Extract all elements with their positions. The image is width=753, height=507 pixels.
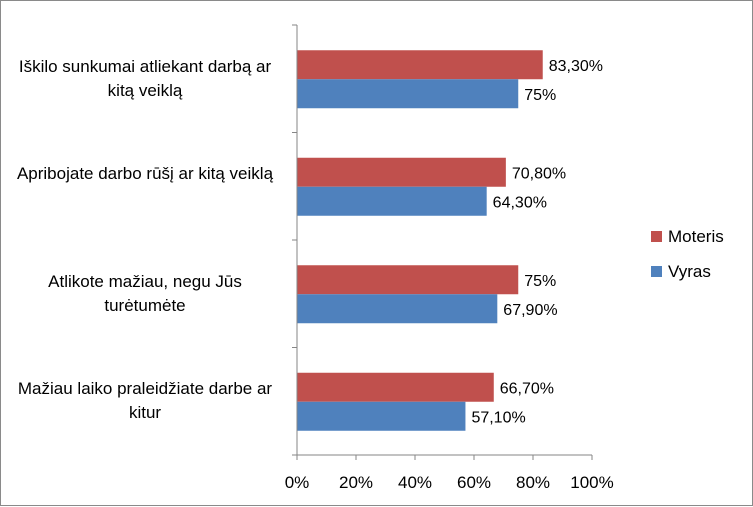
data-label-moteris-2: 75% [524, 273, 556, 290]
category-label: Iškilo sunkumai atliekant darbą ar kitą … [18, 56, 272, 100]
x-tick-label: 100% [570, 473, 613, 492]
legend-swatch-moteris [651, 231, 662, 242]
category-label: Mažiau laiko praleidžiate darbe ar kitur [17, 379, 273, 423]
legend-swatch-vyras [651, 266, 662, 277]
bar-moteris-1 [297, 157, 506, 187]
bar-vyras-2 [297, 294, 498, 324]
x-tick-label: 80% [516, 473, 550, 492]
data-label-vyras-0: 75% [524, 87, 556, 104]
x-tick-label: 20% [339, 473, 373, 492]
bar-vyras-3 [297, 401, 466, 431]
x-tick-label: 40% [398, 473, 432, 492]
data-label-moteris-1: 70,80% [512, 165, 566, 182]
legend-label-vyras: Vyras [668, 262, 711, 281]
data-label-moteris-0: 83,30% [549, 58, 603, 75]
data-label-vyras-2: 67,90% [503, 302, 557, 319]
legend-label-moteris: Moteris [668, 227, 724, 246]
category-label: Atlikote mažiau, negu Jūs turėtumėte [48, 271, 242, 315]
data-label-vyras-3: 57,10% [471, 409, 525, 426]
bar-moteris-3 [297, 372, 494, 402]
bar-moteris-0 [297, 50, 543, 80]
x-tick-label: 60% [457, 473, 491, 492]
bar-vyras-1 [297, 186, 487, 216]
bar-moteris-2 [297, 265, 519, 295]
category-label: Apribojate darbo rūšį ar kitą veiklą [16, 164, 274, 184]
bar-vyras-0 [297, 79, 519, 109]
x-tick-label: 0% [285, 473, 310, 492]
data-label-moteris-3: 66,70% [500, 380, 554, 397]
data-label-vyras-1: 64,30% [493, 194, 547, 211]
